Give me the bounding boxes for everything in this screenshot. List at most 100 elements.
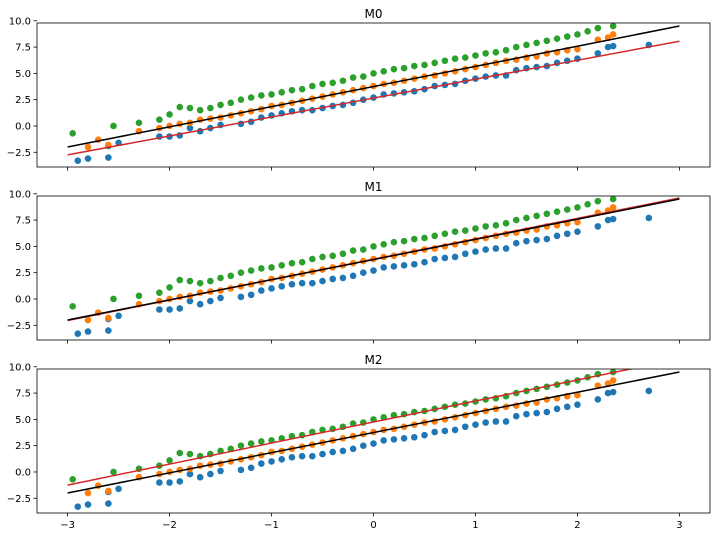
scatter-point xyxy=(472,421,479,428)
scatter-point xyxy=(512,412,520,420)
scatter-point xyxy=(502,219,510,227)
scatter-point xyxy=(227,272,235,280)
scatter-point xyxy=(594,24,602,32)
scatter-point xyxy=(543,37,551,45)
model-fit-line xyxy=(67,369,635,486)
subplot-m0: M0 −2.5 0.0 2.5 5.0 7.5 10.0 xyxy=(7,7,711,171)
scatter-point xyxy=(472,52,479,59)
scatter-point xyxy=(609,42,617,50)
scatter-point xyxy=(278,283,286,290)
scatter-layer xyxy=(67,196,680,337)
scatter-point xyxy=(339,77,347,85)
scatter-point xyxy=(604,43,612,51)
y-tick-label: 5.0 xyxy=(15,69,31,80)
y-tick-label: 7.5 xyxy=(15,389,31,400)
scatter-point xyxy=(176,305,184,312)
scatter-point xyxy=(349,445,357,453)
scatter-point xyxy=(451,253,459,261)
scatter-point xyxy=(360,73,367,80)
y-tick-label: 0.0 xyxy=(15,294,31,305)
scatter-point xyxy=(329,79,337,87)
scatter-point xyxy=(461,54,469,61)
scatter-point xyxy=(105,487,112,495)
scatter-point xyxy=(105,327,112,334)
subplot-title: M1 xyxy=(365,180,383,194)
scatter-point xyxy=(110,122,117,130)
scatter-point xyxy=(268,285,275,292)
scatter-point xyxy=(247,267,255,274)
scatter-point xyxy=(298,452,306,460)
scatter-point xyxy=(609,388,617,396)
y-tick-label: −2.5 xyxy=(7,148,31,159)
scatter-point xyxy=(196,473,204,481)
scatter-point xyxy=(186,297,194,305)
scatter-point xyxy=(574,401,581,408)
scatter-point xyxy=(594,50,602,57)
scatter-point xyxy=(237,293,245,301)
scatter-point xyxy=(574,45,581,53)
scatter-point xyxy=(196,279,204,287)
scatter-point xyxy=(247,291,255,299)
x-tick-label: 1 xyxy=(472,520,478,531)
scatter-point xyxy=(574,31,581,38)
scatter-point xyxy=(482,223,489,230)
scatter-point xyxy=(390,436,398,443)
scatter-point xyxy=(421,258,428,266)
scatter-point xyxy=(69,303,76,310)
scatter-point xyxy=(492,49,500,56)
scatter-point xyxy=(609,215,617,223)
scatter-point xyxy=(421,61,428,69)
scatter-point xyxy=(166,479,173,486)
y-tick-label: 7.5 xyxy=(15,216,31,227)
scatter-point xyxy=(370,440,377,447)
scatter-point xyxy=(349,74,357,81)
scatter-point xyxy=(278,89,286,96)
scatter-point xyxy=(512,43,520,51)
scatter-point xyxy=(604,216,612,224)
scatter-point xyxy=(247,464,255,472)
scatter-point xyxy=(135,292,143,300)
scatter-point xyxy=(105,314,112,322)
scatter-point xyxy=(400,262,408,269)
scatter-point xyxy=(574,391,581,399)
scatter-point xyxy=(258,438,265,445)
scatter-point xyxy=(115,485,122,493)
scatter-point xyxy=(553,208,561,215)
scatter-point xyxy=(237,442,245,449)
scatter-point xyxy=(461,250,469,258)
scatter-point xyxy=(609,377,617,384)
scatter-point xyxy=(360,246,367,253)
scatter-point xyxy=(186,450,194,458)
scatter-point xyxy=(84,316,92,324)
reference-line xyxy=(67,25,680,148)
scatter-point xyxy=(84,143,92,151)
scatter-point xyxy=(421,431,428,439)
scatter-point xyxy=(645,387,653,395)
scatter-point xyxy=(533,212,540,220)
scatter-point xyxy=(84,489,92,497)
scatter-point xyxy=(563,206,571,213)
scatter-point xyxy=(380,240,387,248)
scatter-point xyxy=(74,330,82,337)
scatter-point xyxy=(543,210,551,218)
scatter-point xyxy=(523,214,530,222)
scatter-point xyxy=(410,433,418,441)
scatter-point xyxy=(156,479,163,486)
y-tick-label: 10.0 xyxy=(9,362,31,373)
y-tick-label: −2.5 xyxy=(7,494,31,505)
scatter-point xyxy=(563,33,571,40)
scatter-point xyxy=(237,466,245,474)
scatter-point xyxy=(431,428,438,436)
scatter-layer xyxy=(67,369,680,510)
scatter-point xyxy=(502,418,510,425)
scatter-point xyxy=(227,99,235,107)
scatter-point xyxy=(156,116,163,123)
scatter-point xyxy=(370,243,377,250)
scatter-point xyxy=(186,124,194,132)
scatter-point xyxy=(400,64,408,72)
scatter-point xyxy=(319,450,326,458)
scatter-point xyxy=(431,232,438,240)
scatter-point xyxy=(115,312,122,320)
scatter-point xyxy=(166,111,173,118)
scatter-point xyxy=(421,234,428,242)
